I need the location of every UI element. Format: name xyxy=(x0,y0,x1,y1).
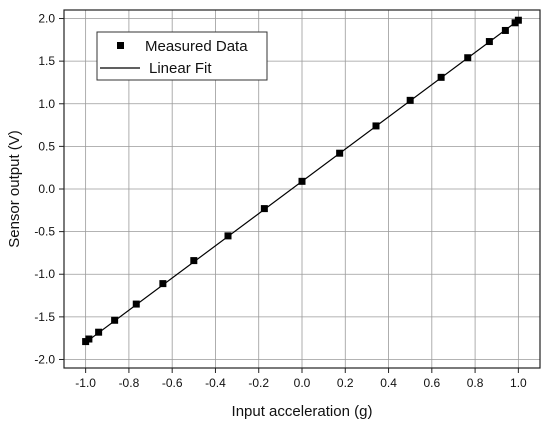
tick-marks xyxy=(59,18,519,373)
y-tick-label: -1.5 xyxy=(34,310,55,324)
x-tick-label: 1.0 xyxy=(510,376,527,390)
data-point xyxy=(406,96,414,104)
data-point xyxy=(501,26,509,34)
data-point xyxy=(132,300,140,308)
x-tick-label: -0.8 xyxy=(119,376,140,390)
data-point xyxy=(95,328,103,336)
data-point xyxy=(159,280,167,288)
x-tick-label: -0.6 xyxy=(162,376,183,390)
y-tick-label: -1.0 xyxy=(34,267,55,281)
data-points-layer xyxy=(82,16,522,346)
x-tick-label: -1.0 xyxy=(75,376,96,390)
x-tick-label: 0.6 xyxy=(423,376,440,390)
y-tick-label: -0.5 xyxy=(34,225,55,239)
data-point xyxy=(336,149,344,157)
legend-marker-square-icon xyxy=(117,42,124,49)
data-point xyxy=(260,205,268,213)
x-tick-label: 0.4 xyxy=(380,376,397,390)
y-tick-label: 1.0 xyxy=(38,97,55,111)
data-point xyxy=(485,38,493,46)
data-point xyxy=(190,257,198,265)
data-point xyxy=(85,335,93,343)
data-point xyxy=(298,177,306,185)
data-point xyxy=(514,16,522,24)
x-tick-label: 0.2 xyxy=(337,376,354,390)
legend-label-linear-fit: Linear Fit xyxy=(149,60,212,77)
legend-label-measured: Measured Data xyxy=(145,38,248,55)
y-tick-label: 1.5 xyxy=(38,54,55,68)
data-point xyxy=(372,122,380,130)
y-tick-label: 0.0 xyxy=(38,182,55,196)
y-tick-label: 0.5 xyxy=(38,139,55,153)
data-point xyxy=(224,232,232,240)
y-axis-title: Sensor output (V) xyxy=(6,130,23,248)
x-tick-label: 0.0 xyxy=(294,376,311,390)
data-point xyxy=(111,316,119,324)
x-axis-title: Input acceleration (g) xyxy=(232,403,373,420)
data-point xyxy=(464,54,472,62)
x-tick-label: -0.2 xyxy=(248,376,269,390)
data-point xyxy=(437,73,445,81)
legend: Measured Data Linear Fit xyxy=(96,31,268,81)
legend-box xyxy=(96,31,268,81)
x-tick-labels: -1.0 -0.8 -0.6 -0.4 -0.2 0.0 0.2 0.4 0.6 0.8 1.0 xyxy=(75,376,527,390)
x-tick-label: -0.4 xyxy=(205,376,226,390)
y-tick-labels: -2.0 -1.5 -1.0 -0.5 0.0 0.5 1.0 1.5 2.0 xyxy=(34,12,55,367)
x-tick-label: 0.8 xyxy=(467,376,484,390)
y-tick-label: 2.0 xyxy=(38,12,55,26)
grid-lines xyxy=(64,10,540,368)
y-tick-label: -2.0 xyxy=(34,352,55,366)
